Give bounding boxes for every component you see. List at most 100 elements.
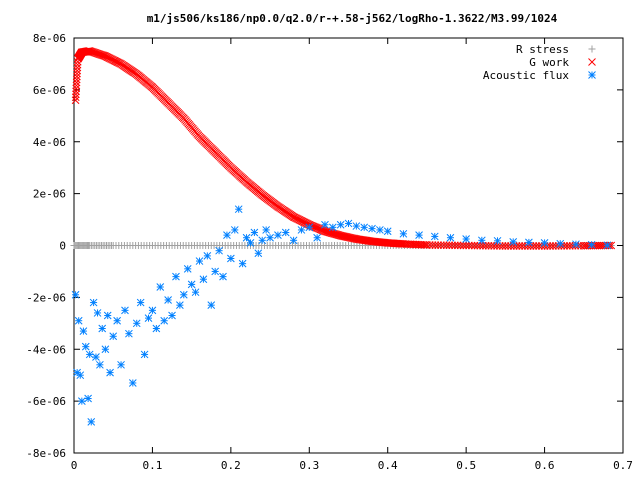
data-point [71, 290, 80, 299]
data-point [156, 283, 165, 291]
data-point [215, 246, 223, 255]
data-point [462, 235, 470, 243]
data-point [597, 241, 606, 250]
data-point [262, 226, 271, 234]
data-point [93, 309, 102, 317]
data-point [164, 296, 172, 304]
data-point [98, 324, 107, 333]
data-point [383, 227, 392, 236]
data-point [73, 72, 81, 81]
data-point [117, 360, 125, 369]
x-tick-label: 0.7 [613, 459, 633, 472]
data-point [144, 314, 153, 322]
data-point [234, 205, 243, 214]
data-point [540, 239, 549, 247]
legend-marker [588, 71, 596, 79]
data-point [481, 241, 490, 250]
data-point [565, 241, 574, 250]
data-point [525, 238, 533, 247]
data-point [87, 418, 96, 426]
data-point [242, 233, 251, 242]
data-point [529, 242, 538, 250]
data-point [352, 222, 361, 230]
data-point [501, 242, 510, 250]
x-tick-label: 0.3 [299, 459, 319, 472]
y-tick-label: 2e-06 [33, 188, 66, 201]
data-point [103, 311, 112, 320]
data-point [77, 397, 86, 405]
data-point [462, 241, 470, 250]
data-point [476, 241, 485, 250]
data-point [101, 345, 110, 354]
data-point [219, 272, 227, 281]
data-point [223, 231, 231, 239]
data-point [419, 240, 428, 249]
data-point [195, 257, 204, 265]
data-point [81, 342, 90, 351]
data-point [72, 78, 81, 87]
data-point [79, 327, 88, 335]
data-point [176, 301, 184, 310]
data-point [487, 241, 496, 250]
data-point [459, 241, 468, 250]
data-point [587, 240, 596, 249]
axis-ticks: 0 0.1 0.2 0.3 0.4 0.5 0.6 0.7 -8e-06 -6e-06 -4e-06… [26, 32, 633, 472]
y-tick-label: 6e-06 [33, 84, 66, 97]
data-point [191, 288, 200, 297]
data-point [376, 226, 384, 234]
data-point [76, 371, 85, 380]
data-point [73, 69, 81, 78]
data-point [470, 241, 479, 250]
data-point [595, 241, 604, 250]
data-point [128, 379, 137, 387]
data-point [73, 63, 82, 72]
data-point [148, 306, 157, 315]
data-point [238, 259, 247, 268]
y-tick-label: -2e-06 [26, 291, 66, 304]
data-point [603, 241, 612, 250]
data-point [266, 233, 274, 242]
data-point [430, 232, 439, 241]
data-point [297, 226, 306, 234]
data-point [281, 228, 290, 237]
data-point [121, 306, 129, 315]
x-tick-label: 0.5 [456, 459, 476, 472]
data-point [549, 242, 557, 250]
data-marks [70, 47, 616, 426]
legend-label: Acoustic flux [483, 69, 569, 82]
data-point [579, 241, 588, 250]
data-point [160, 316, 169, 325]
data-point [289, 236, 298, 245]
data-point [179, 290, 188, 299]
data-point [477, 236, 486, 245]
x-tick-label: 0.2 [221, 459, 241, 472]
data-point [71, 96, 80, 105]
data-point [399, 229, 408, 238]
data-point [258, 236, 267, 245]
data-point [456, 241, 465, 250]
x-tick-label: 0.1 [142, 459, 162, 472]
data-point [445, 241, 454, 250]
data-point [230, 226, 239, 234]
legend-marker [588, 58, 596, 66]
data-point [92, 353, 100, 361]
data-point [453, 241, 462, 250]
data-point [442, 241, 451, 250]
data-point [109, 332, 118, 341]
data-point [172, 272, 180, 281]
data-point [274, 231, 282, 239]
data-point [199, 275, 208, 284]
y-tick-label: -8e-06 [26, 447, 66, 460]
data-point [89, 298, 98, 307]
data-point [484, 241, 493, 250]
legend-label: R stress [516, 43, 569, 56]
data-point [72, 84, 81, 93]
data-point [74, 316, 83, 325]
y-tick-label: 0 [59, 240, 66, 253]
data-point [571, 241, 580, 250]
data-point [509, 238, 518, 246]
data-point [85, 350, 94, 359]
data-point [313, 233, 321, 242]
